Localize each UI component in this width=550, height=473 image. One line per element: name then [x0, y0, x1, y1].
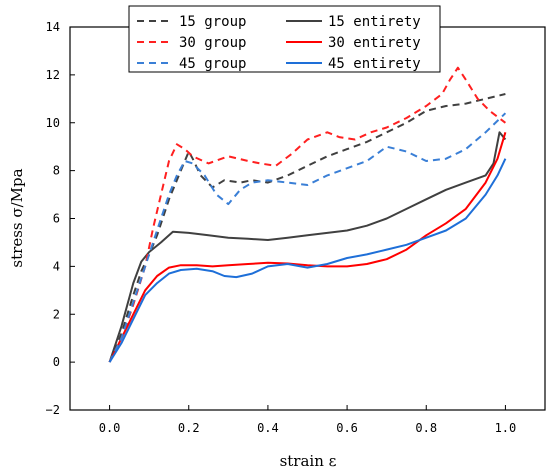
- x-tick-label: 1.0: [495, 421, 517, 435]
- legend-label: 45 entirety: [328, 56, 421, 72]
- series-line-45-group: [108, 112, 507, 363]
- x-tick-label: 0.8: [415, 421, 437, 435]
- plot-frame: [69, 26, 546, 411]
- series-line-30-entirety: [108, 132, 507, 363]
- y-axis-label: stress σ/Mpa: [8, 168, 26, 267]
- y-tick-label: 8: [53, 164, 60, 178]
- y-tick-label: 6: [53, 212, 60, 226]
- x-axis: 0.0 0.2 0.4 0.6 0.8 1.0: [99, 405, 517, 435]
- series-line-45-entirety: [108, 158, 507, 363]
- legend: 15 group 15 entirety 30 group 30 entirety 45…: [128, 5, 441, 73]
- y-tick-label: 2: [53, 307, 60, 321]
- y-tick-label: 4: [53, 259, 60, 273]
- series-line-15-group: [108, 93, 506, 363]
- y-axis: −2 0 2 4 6 8 10 12 14: [46, 20, 75, 417]
- y-tick-label: 14: [46, 20, 60, 34]
- x-tick-label: 0.0: [99, 421, 121, 435]
- series-line-15-entirety: [108, 131, 507, 363]
- y-tick-label: −2: [46, 403, 60, 417]
- series-layer: [108, 66, 507, 363]
- x-tick-label: 0.4: [257, 421, 279, 435]
- legend-box: [128, 5, 441, 73]
- legend-label: 30 group: [179, 35, 246, 51]
- legend-label: 45 group: [179, 56, 246, 72]
- series-line-30-group: [108, 66, 507, 363]
- legend-label: 15 entirety: [328, 14, 421, 30]
- legend-label: 30 entirety: [328, 35, 421, 51]
- y-tick-label: 0: [53, 355, 60, 369]
- legend-label: 15 group: [179, 14, 246, 30]
- y-tick-label: 10: [46, 116, 60, 130]
- x-tick-label: 0.2: [178, 421, 200, 435]
- x-axis-label: strain ε: [280, 452, 337, 470]
- x-tick-label: 0.6: [336, 421, 358, 435]
- y-tick-label: 12: [46, 68, 60, 82]
